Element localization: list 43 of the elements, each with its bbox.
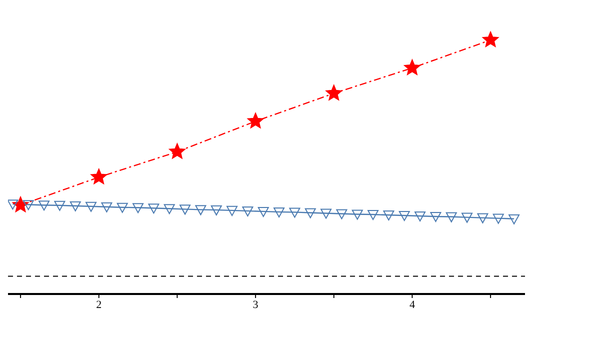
point [404,59,420,75]
point [38,200,50,211]
point [210,205,222,216]
point [368,210,379,220]
point [180,204,191,215]
point [8,200,18,210]
point [70,201,81,212]
point [383,210,394,221]
point [116,202,128,213]
point [54,200,66,211]
point [195,205,206,216]
point [148,204,160,214]
point [289,208,300,218]
point [320,208,332,219]
point [12,196,29,212]
point [482,32,499,47]
point [101,202,112,212]
point [86,202,97,212]
point [22,200,34,210]
point [430,212,442,222]
point [477,213,488,224]
point [132,203,144,214]
point [336,209,348,220]
point [247,112,264,128]
point [226,206,238,216]
point [326,84,342,100]
point [414,212,426,222]
x-tick-label: 2 [96,298,102,311]
point [462,212,473,223]
point [508,214,520,224]
x-tick-label: 3 [252,298,259,311]
point [90,168,107,184]
point [274,207,285,218]
x-tick-label: 4 [409,298,416,311]
point [398,211,410,222]
point [304,208,316,218]
point [446,212,457,222]
point [169,143,186,159]
point [242,206,254,216]
point [164,204,175,214]
point [492,214,504,224]
point [258,206,269,217]
point [352,210,363,220]
